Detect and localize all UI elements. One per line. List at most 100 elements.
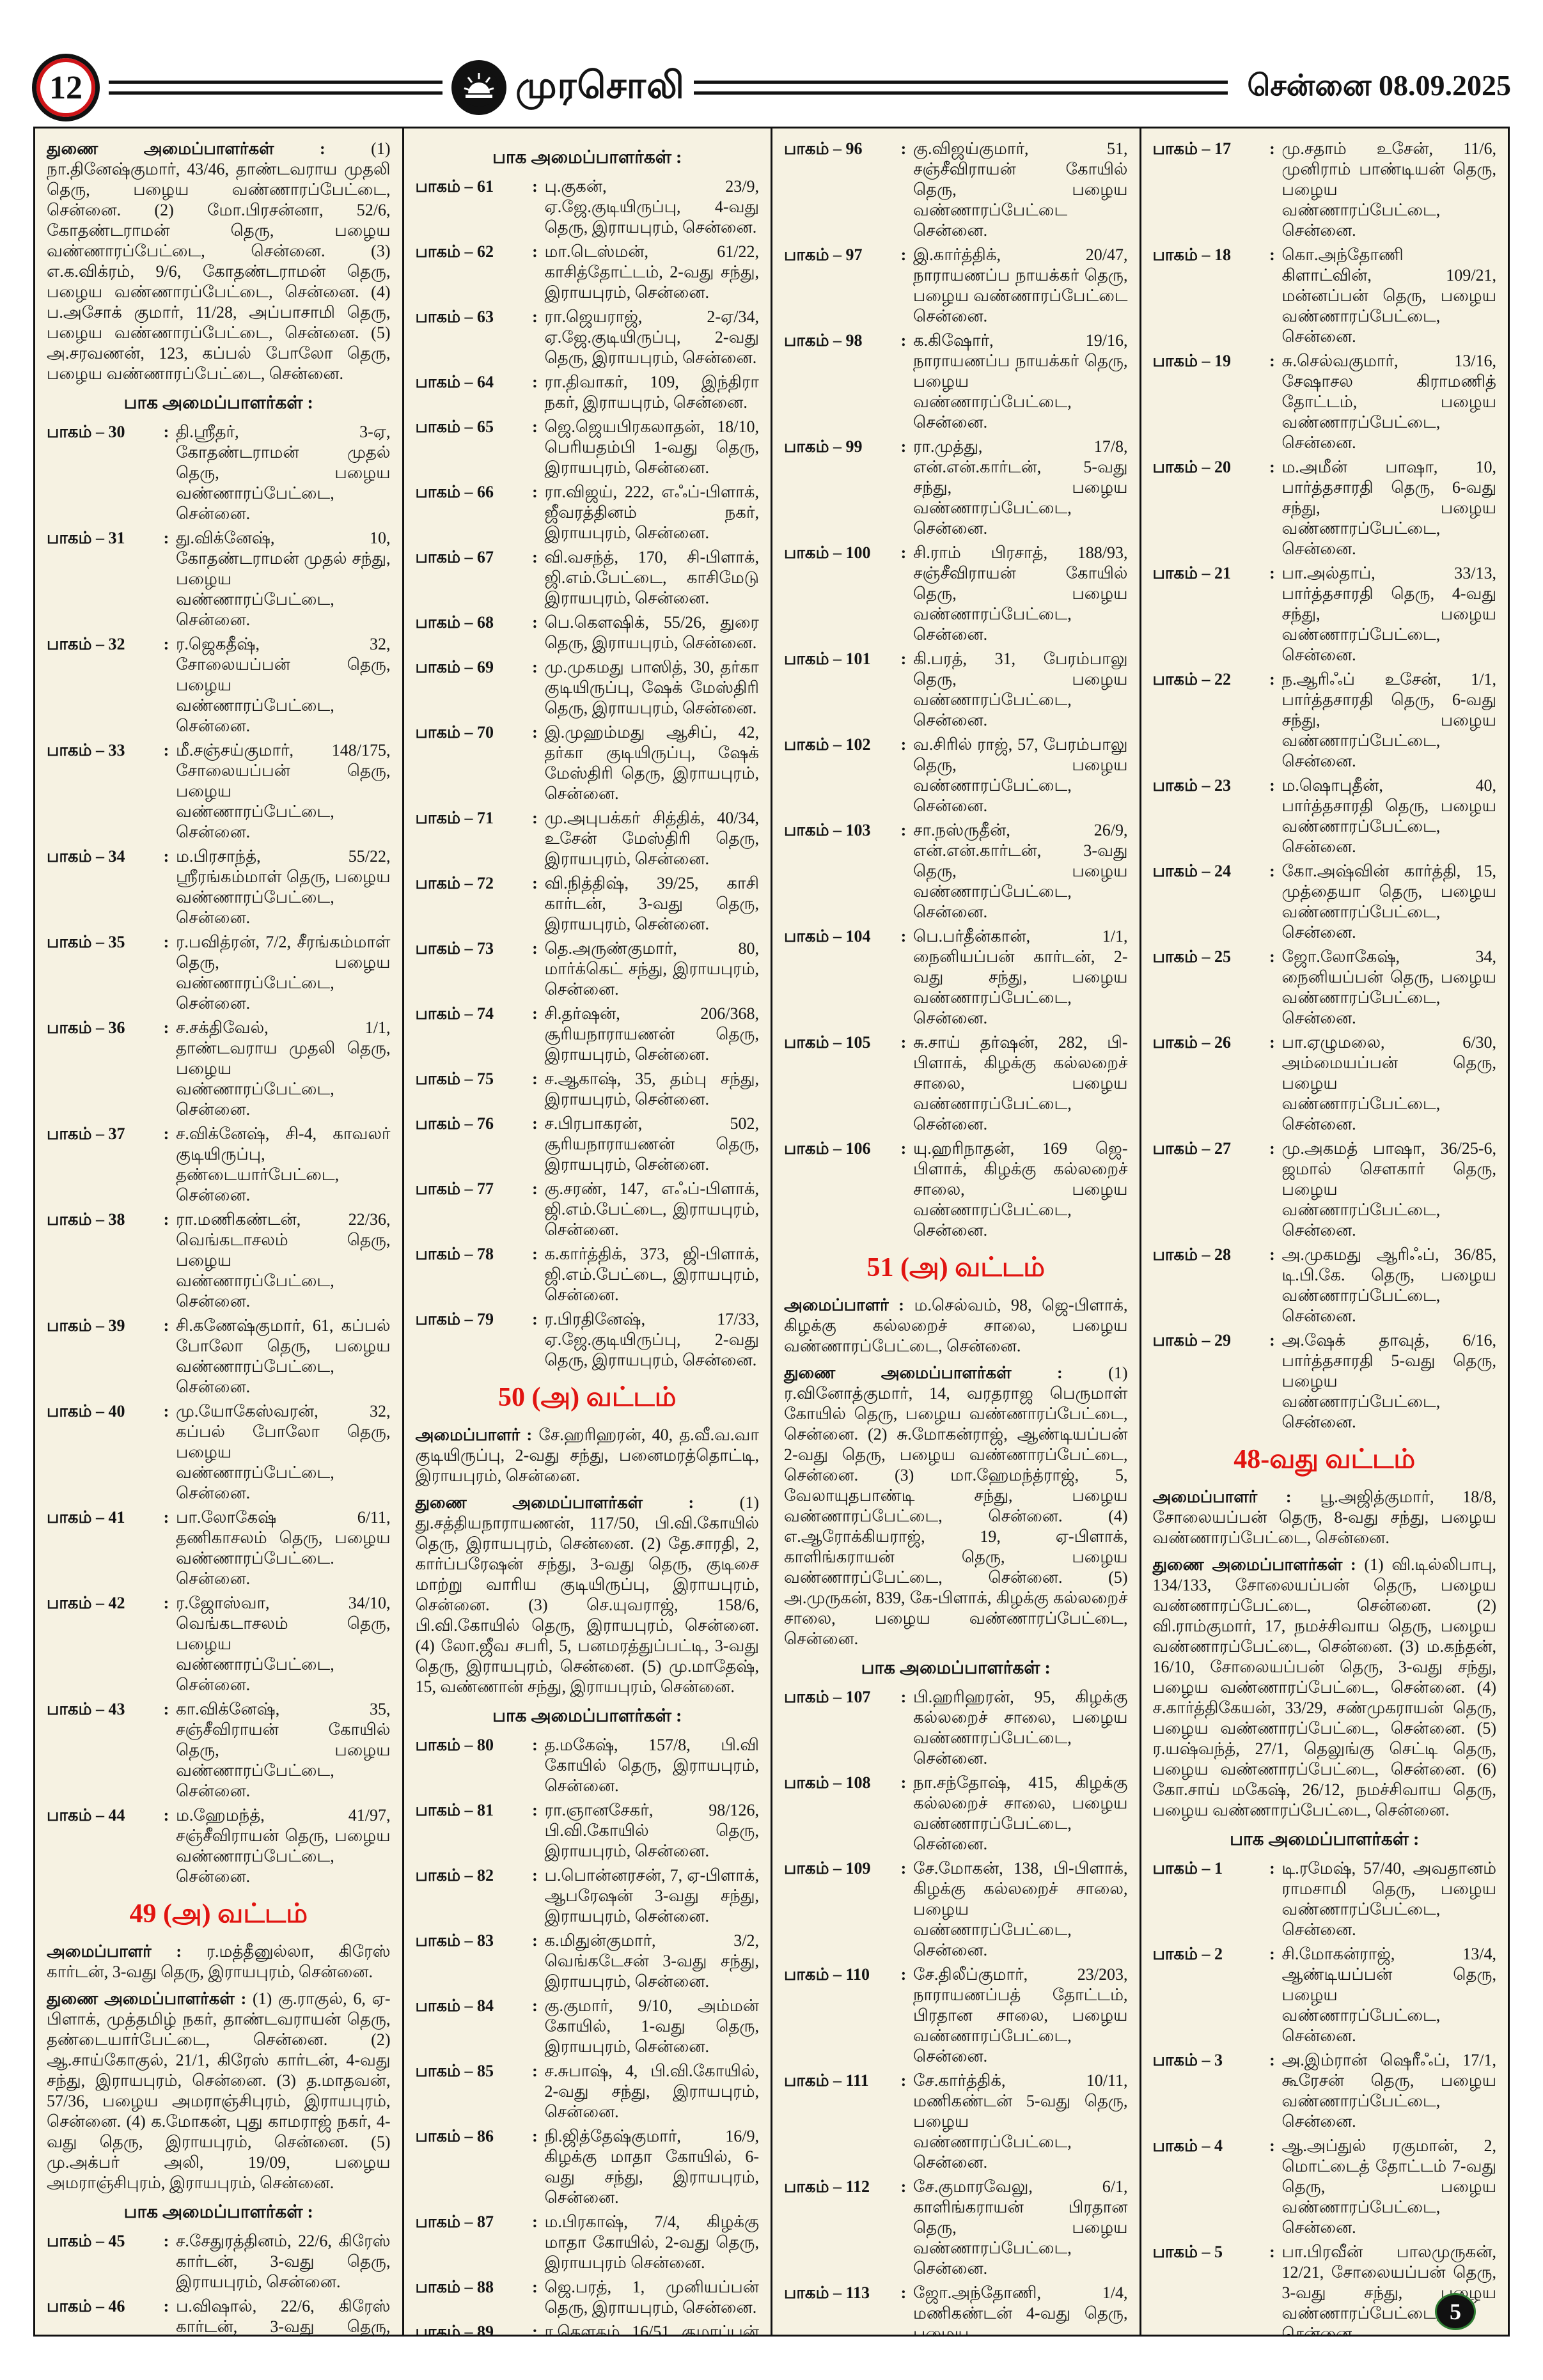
ward-entry-address: சி.தர்ஷன், 206/368, சூரியநாராயணன் தெரு, …	[544, 1004, 760, 1064]
ward-entry-address: ர.ஜோஸ்வா, 34/10, வெங்கடாசலம் தெரு, பழைய …	[176, 1594, 391, 1694]
ward-entry-address: சே.குமாரவேலு, 6/1, காளிங்கராயன் பிரதான த…	[913, 2177, 1128, 2278]
ward-entry-address: சு.சாய் தர்ஷன், 282, பி-பிளாக், கிழக்கு …	[913, 1033, 1128, 1133]
ward-entry-number: பாகம் – 29	[1152, 1331, 1231, 1349]
ward-entry: பாகம் – 68: பெ.கௌஷிக், 55/26, துரை தெரு, …	[416, 612, 760, 653]
ward-entry-number: பாகம் – 83	[415, 1931, 494, 1950]
ward-entry-colon: :	[532, 1179, 538, 1198]
ward-entry-address: ச.பிரபாகரன், 502, சூரியநாராயணன் தெரு, இர…	[544, 1114, 760, 1174]
ward-entry-number: பாகம் – 46	[47, 2297, 125, 2315]
ward-entry-address: சு.செல்வகுமார், 13/16, சேஷாசல கிராமணித் …	[1281, 352, 1497, 452]
ward-entry: பாகம் – 105: சு.சாய் தர்ஷன், 282, பி-பிளா…	[784, 1032, 1128, 1135]
ward-entry-colon: :	[163, 2297, 169, 2315]
ward-entry: பாகம் – 82: ப.பொன்னரசன், 7, ஏ-பிளாக், ஆபர…	[416, 1865, 760, 1927]
ward-entry: பாகம் – 24: கோ.அஷ்வின் கார்த்தி, 15, முத்…	[1153, 861, 1497, 943]
ward-entry-number: பாகம் – 31	[47, 529, 125, 547]
ward-entry-number: பாகம் – 86	[415, 2127, 494, 2145]
ward-entry: பாகம் – 98: க.கிஷோர், 19/16, நாராயணப்ப நா…	[784, 331, 1128, 433]
ward-entry-number: பாகம் – 41	[47, 1508, 125, 1527]
ward-entry-address: ம.பிரகாஷ், 7/4, கிழக்கு மாதா கோயில், 2-வ…	[544, 2213, 760, 2272]
ward-entry-colon: :	[532, 2062, 538, 2080]
ward-entry-colon: :	[532, 613, 538, 632]
ward-entry-number: பாகம் – 18	[1152, 245, 1231, 264]
ward-entry-colon: :	[900, 821, 907, 839]
ward-entry-number: பாகம் – 109	[784, 1859, 871, 1878]
circle-section-heading: 50 (அ) வட்டம்	[498, 1383, 677, 1412]
ward-entry-number: பாகம் – 30	[47, 423, 125, 441]
ward-entry-colon: :	[1269, 1331, 1275, 1349]
ward-entry-number: பாகம் – 43	[47, 1700, 125, 1718]
ward-entry-colon: :	[1269, 245, 1275, 264]
ward-entry: பாகம் – 29: அ.ஷேக் தாவுத், 6/16, பார்த்தச…	[1153, 1330, 1497, 1433]
header-rule-right	[694, 81, 1228, 95]
ward-entry-address: ஜெ.ஜெயபிரகலாதன், 18/10, பெரியதம்பி 1-வது…	[544, 417, 760, 477]
ward-entry: பாகம் – 84: கு.குமார், 9/10, அம்மன் கோயில…	[416, 1996, 760, 2057]
ward-organizers-heading: பாக அமைப்பாளர்கள் :	[492, 1706, 682, 1726]
ward-entry-colon: :	[1269, 1139, 1275, 1158]
ward-entry: பாகம் – 67: வி.வசந்த், 170, சி-பிளாக், ஜி…	[416, 547, 760, 609]
ward-entry-colon: :	[532, 1931, 538, 1950]
ward-entry-number: பாகம் – 84	[415, 1996, 494, 2015]
ward-entry-address: மு.அபுபக்கர் சித்திக், 40/34, உசேன் மேஸ்…	[544, 809, 760, 868]
ward-organizers-heading: பாக அமைப்பாளர்கள் :	[123, 393, 313, 413]
ward-entry-number: பாகம் – 96	[784, 139, 863, 158]
ward-entry-number: பாகம் – 36	[47, 1018, 125, 1037]
ward-entry-address: நா.சந்தோஷ், 415, கிழக்கு கல்லறைச் சாலை, …	[913, 1773, 1128, 1853]
ward-entry-address: சா.நஸ்ருதீன், 26/9, என்.என்.கார்டன், 3-வ…	[913, 821, 1128, 921]
ward-entry-address: ரா.முத்து, 17/8, என்.என்.கார்டன், 5-வது …	[913, 437, 1128, 538]
ward-entry: பாகம் – 112: சே.குமாரவேலு, 6/1, காளிங்கரா…	[784, 2177, 1128, 2279]
ward-entry-address: பா.ஏழுமலை, 6/30, அம்மையப்பன் தெரு, பழைய …	[1281, 1033, 1497, 1133]
ward-entry-address: மு.யோகேஸ்வரன், 32, கப்பல் போலோ தெரு, பழை…	[176, 1402, 391, 1502]
ward-entry-address: க.கார்த்திக், 373, ஜி-பிளாக், ஜி.எம்.பேட…	[544, 1245, 760, 1304]
ward-entry: பாகம் – 1: டி.ரமேஷ், 57/40, அவதானம் ராமசா…	[1153, 1858, 1497, 1940]
ward-entry-number: பாகம் – 88	[415, 2278, 494, 2296]
ward-entry-number: பாகம் – 19	[1152, 352, 1231, 370]
ward-entry-number: பாகம் – 22	[1152, 670, 1231, 688]
ward-entry: பாகம் – 25: ஜோ.லோகேஷ், 34, நைனியப்பன் தெர…	[1153, 947, 1497, 1029]
ward-entry-colon: :	[900, 1859, 907, 1878]
ward-entry: பாகம் – 110: சே.திலீப்குமார், 23/203, நார…	[784, 1964, 1128, 2067]
ward-entry-number: பாகம் – 97	[784, 245, 863, 264]
ward-entry-address: சி.மோகன்ராஜ், 13/4, ஆண்டியப்பன் தெரு, பழ…	[1281, 1945, 1497, 2045]
ward-entry-colon: :	[163, 1124, 169, 1143]
deputy-organizers-paragraph: துணை அமைப்பாளர்கள் : (1) கு.ராகுல், 6, ஏ…	[47, 1989, 391, 2192]
ward-organizers-heading: பாக அமைப்பாளர்கள் :	[1230, 1830, 1420, 1849]
ward-entry: பாகம் – 109: சே.மோகன், 138, பி-பிளாக், கி…	[784, 1858, 1128, 1961]
ward-entry-colon: :	[163, 1018, 169, 1037]
ward-entry: பாகம் – 21: பா.அல்தாப், 33/13, பார்த்தசார…	[1153, 563, 1497, 665]
ward-entry-number: பாகம் – 2	[1152, 1945, 1223, 1963]
news-column-3: பாகம் – 96: கு.விஜய்குமார், 51, சஞ்சீவிரா…	[771, 128, 1140, 2335]
ward-entry-colon: :	[532, 307, 538, 326]
ward-entry-colon: :	[532, 1736, 538, 1754]
ward-entry-number: பாகம் – 98	[784, 331, 863, 350]
ward-entry: பாகம் – 66: ரா.விஜய், 222, எஃப்-பிளாக், ஜ…	[416, 482, 760, 543]
ward-entry: பாகம் – 87: ம.பிரகாஷ், 7/4, கிழக்கு மாதா …	[416, 2212, 760, 2273]
ward-entry-colon: :	[163, 529, 169, 547]
ward-entry-address: அ.முகமது ஆரிஃப், 36/85, டி.பி.கே. தெரு, …	[1281, 1245, 1497, 1325]
ward-entry: பாகம் – 61: பு.குகன், 23/9, ஏ.ஜே.குடியிரு…	[416, 176, 760, 238]
ward-entry-colon: :	[1269, 670, 1275, 688]
ward-entry-colon: :	[1269, 352, 1275, 370]
ward-entry: பாகம் – 78: க.கார்த்திக், 373, ஜி-பிளாக்,…	[416, 1244, 760, 1305]
ward-entry-number: பாகம் – 65	[415, 417, 494, 436]
ward-entry-number: பாகம் – 32	[47, 635, 125, 653]
ward-entry-address: பா.பிரவீன் பாலமுருகன், 12/21, சோலையப்பன்…	[1281, 2243, 1497, 2335]
ward-entry-colon: :	[532, 809, 538, 827]
ward-entry-colon: :	[532, 2322, 538, 2335]
page-header: 12 முரசொலி சென்னை 08.09.2025	[32, 52, 1511, 123]
ward-entry-number: பாகம் – 105	[784, 1033, 871, 1052]
ward-entry-number: பாகம் – 77	[415, 1179, 494, 1198]
ward-entry-address: சி.ராம் பிரசாத், 188/93, சஞ்சீவிராயன் கோ…	[913, 543, 1128, 644]
ward-entry-colon: :	[900, 735, 907, 754]
ward-entry-number: பாகம் – 70	[415, 723, 494, 742]
ward-entry-colon: :	[900, 1033, 907, 1052]
ward-entry-number: பாகம் – 102	[784, 735, 871, 754]
ward-entry-address: சே.கார்த்திக், 10/11, மணிகண்டன் 5-வது தெ…	[913, 2071, 1128, 2172]
ward-entry-address: வ.சிரில் ராஜ், 57, பேரம்பாலு தெரு, பழைய …	[913, 735, 1128, 815]
ward-entry-address: மு.முகமது பாஸித், 30, தர்கா குடியிருப்பு…	[544, 658, 760, 717]
ward-entry-number: பாகம் – 5	[1152, 2243, 1223, 2261]
ward-entry-address: கு.சரண், 147, எஃப்-பிளாக், ஜி.எம்.பேட்டை…	[544, 1179, 760, 1239]
ward-entry-colon: :	[900, 1688, 907, 1706]
ward-entry-number: பாகம் – 24	[1152, 862, 1231, 880]
city-dateline: சென்னை 08.09.2025	[1247, 69, 1511, 102]
murasoli-logo-icon	[451, 60, 507, 115]
